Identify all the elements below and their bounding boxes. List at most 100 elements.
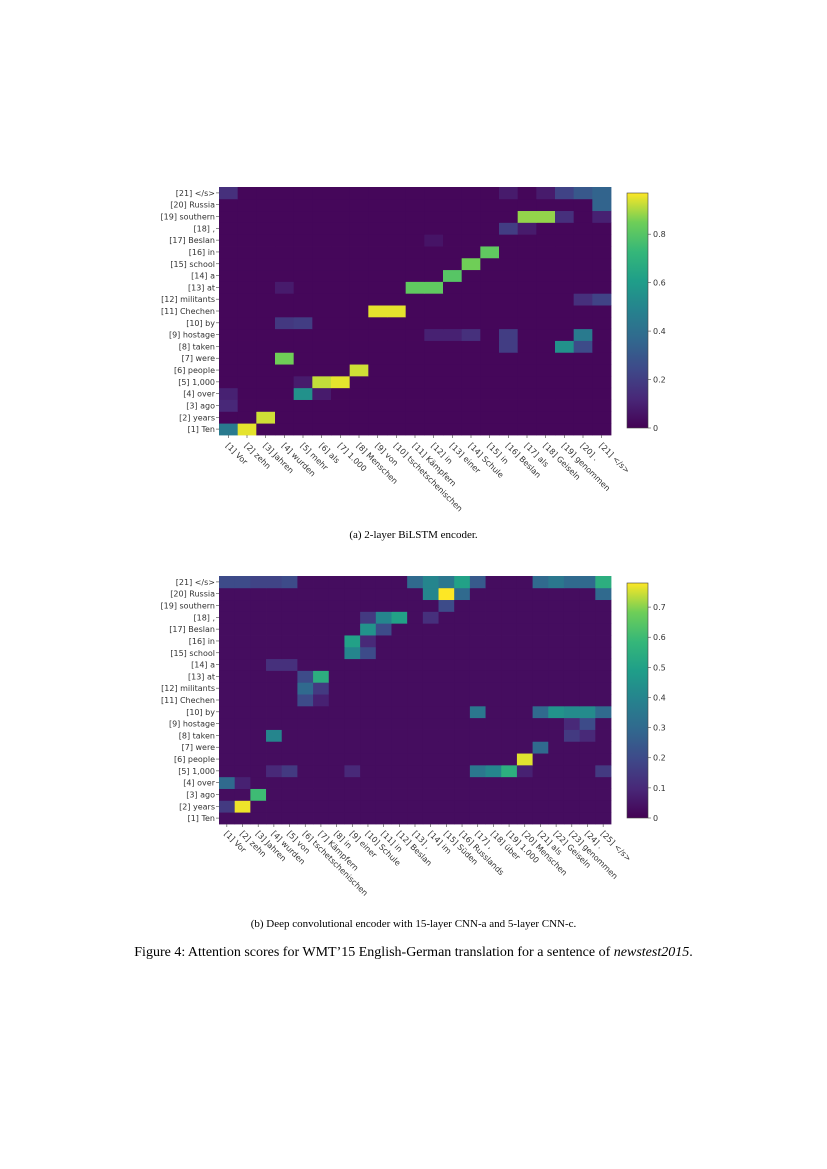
heatmap-cell-a-r10-c16 <box>499 316 519 330</box>
heatmap-cell-b-r1-c16 <box>454 812 471 825</box>
heatmap-cell-b-r4-c23 <box>563 776 581 789</box>
heatmap-cell-a-r12-c6 <box>312 293 332 306</box>
heatmap-cell-b-r4-c14 <box>422 776 439 789</box>
heatmap-cell-a-r16-c15 <box>480 246 500 259</box>
heatmap-cell-a-r14-c4 <box>275 269 295 282</box>
colorbar-b <box>626 582 649 819</box>
heatmap-cell-a-r2-c6 <box>312 411 332 424</box>
heatmap-cell-b-r15-c1 <box>219 646 236 660</box>
heatmap-cell-a-r16-c11 <box>405 246 425 259</box>
heatmap-cell-a-r17-c6 <box>312 234 332 247</box>
heatmap-cell-b-r19-c2 <box>234 599 251 612</box>
heatmap-cell-b-r17-c12 <box>391 623 408 636</box>
heatmap-cell-b-r2-c6 <box>297 800 314 813</box>
heatmap-cell-a-r14-c14 <box>461 269 481 282</box>
heatmap-cell-b-r17-c9 <box>344 623 361 636</box>
heatmap-cell-b-r5-c6 <box>297 764 314 778</box>
heatmap-cell-b-r1-c24 <box>579 812 596 825</box>
heatmap-cell-a-r8-c6 <box>312 340 332 353</box>
heatmap-cell-b-r3-c16 <box>454 788 471 801</box>
heatmap-cell-b-r18-c4 <box>266 611 283 624</box>
heatmap-cell-a-r8-c4 <box>275 340 295 353</box>
heatmap-cell-a-r2-c9 <box>368 411 388 424</box>
heatmap-cell-b-r5-c17 <box>469 764 486 778</box>
heatmap-cell-a-r18-c21 <box>592 222 612 235</box>
heatmap-cell-b-r10-c8 <box>328 705 345 719</box>
heatmap-cell-b-r16-c18 <box>485 635 502 648</box>
heatmap-cell-a-r20-c14 <box>461 198 481 212</box>
caption-b: (b) Deep convolutional encoder with 15-l… <box>250 918 577 930</box>
heatmap-cell-a-r1-c15 <box>480 423 500 436</box>
heatmap-cell-b-r5-c21 <box>532 764 549 778</box>
heatmap-cell-b-r5-c22 <box>548 764 565 778</box>
heatmap-cell-a-r17-c3 <box>256 234 276 247</box>
heatmap-cell-a-r20-c20 <box>573 198 593 212</box>
heatmap-cell-b-r15-c21 <box>532 646 549 660</box>
heatmap-cell-b-r15-c2 <box>234 646 251 660</box>
heatmap-cell-b-r10-c7 <box>313 705 330 719</box>
heatmap-cell-b-r17-c8 <box>328 623 345 636</box>
heatmap-cell-b-r21-c13 <box>407 576 424 589</box>
heatmap-cell-a-r12-c3 <box>256 293 276 306</box>
heatmap-cell-b-r10-c21 <box>532 705 549 719</box>
heatmap-cell-a-r20-c2 <box>237 198 257 212</box>
heatmap-cell-a-r20-c9 <box>368 198 388 212</box>
heatmap-cell-b-r16-c13 <box>407 635 424 648</box>
heatmap-cell-a-r3-c2 <box>237 399 257 412</box>
heatmap-cell-b-r9-c13 <box>407 717 424 730</box>
heatmap-cell-b-r1-c20 <box>516 812 533 825</box>
heatmap-cell-a-r9-c9 <box>368 328 388 341</box>
heatmap-cell-a-r19-c19 <box>555 210 575 223</box>
heatmap-cell-b-r6-c24 <box>579 753 596 766</box>
heatmap-cell-b-r14-c9 <box>344 658 361 671</box>
heatmap-cell-b-r18-c17 <box>469 611 486 624</box>
heatmap-cell-b-r13-c11 <box>375 670 392 683</box>
heatmap-cell-a-r6-c8 <box>349 364 369 377</box>
heatmap-cell-a-r9-c19 <box>555 328 575 341</box>
heatmap-cell-a-r19-c7 <box>331 210 351 223</box>
heatmap-cell-a-r21-c6 <box>312 187 332 200</box>
y-tick-label-b-2: [2] years <box>179 802 215 811</box>
heatmap-cell-b-r21-c10 <box>360 576 377 589</box>
heatmap-cell-a-r17-c4 <box>275 234 295 247</box>
heatmap-cell-a-r7-c12 <box>424 352 444 365</box>
heatmap-cell-a-r11-c18 <box>536 305 556 318</box>
heatmap-cell-a-r14-c18 <box>536 269 556 282</box>
heatmap-cnn: [1] Ten [2] years [3] ago [4] over [5] 1,000… <box>161 576 666 898</box>
heatmap-cell-a-r7-c3 <box>256 352 276 365</box>
heatmap-cell-b-r17-c1 <box>219 623 236 636</box>
heatmap-cell-a-r19-c5 <box>293 210 313 223</box>
heatmap-cell-b-r3-c8 <box>328 788 345 801</box>
heatmap-cell-b-r5-c16 <box>454 764 471 778</box>
colorbar-tick-label-a-4: 0.8 <box>653 230 666 239</box>
heatmap-cell-b-r4-c1 <box>219 776 236 789</box>
heatmap-cell-a-r21-c15 <box>480 187 500 200</box>
heatmap-cell-b-r9-c15 <box>438 717 455 730</box>
heatmap-cell-b-r10-c3 <box>250 705 267 719</box>
heatmap-cell-b-r1-c17 <box>469 812 486 825</box>
heatmap-cell-a-r11-c10 <box>387 305 407 318</box>
heatmap-cell-b-r10-c18 <box>485 705 502 719</box>
heatmap-cell-b-r15-c5 <box>281 646 298 660</box>
heatmap-cell-b-r14-c11 <box>375 658 392 671</box>
heatmap-cell-a-r13-c15 <box>480 281 500 294</box>
heatmap-cell-a-r5-c20 <box>573 375 593 389</box>
heatmap-cell-a-r21-c1 <box>219 187 239 200</box>
heatmap-cell-b-r19-c8 <box>328 599 345 612</box>
heatmap-cell-b-r14-c16 <box>454 658 471 671</box>
heatmap-cell-b-r14-c23 <box>563 658 581 671</box>
heatmap-cell-b-r1-c6 <box>297 812 314 825</box>
heatmap-cell-b-r13-c17 <box>469 670 486 683</box>
heatmap-cell-a-r20-c7 <box>331 198 351 212</box>
heatmap-cell-a-r11-c2 <box>237 305 257 318</box>
y-tick-label-a-6: [6] people <box>174 366 215 375</box>
heatmap-cell-b-r1-c11 <box>375 812 392 825</box>
heatmap-cell-b-r5-c14 <box>422 764 439 778</box>
heatmap-cell-a-r4-c18 <box>536 387 556 400</box>
y-tick-label-a-15: [15] school <box>170 260 215 269</box>
heatmap-cell-b-r1-c9 <box>344 812 361 825</box>
heatmap-cell-b-r4-c3 <box>250 776 267 789</box>
y-tick-label-a-8: [8] taken <box>179 342 215 351</box>
heatmap-cell-a-r18-c15 <box>480 222 500 235</box>
heatmap-cell-a-r19-c8 <box>349 210 369 223</box>
